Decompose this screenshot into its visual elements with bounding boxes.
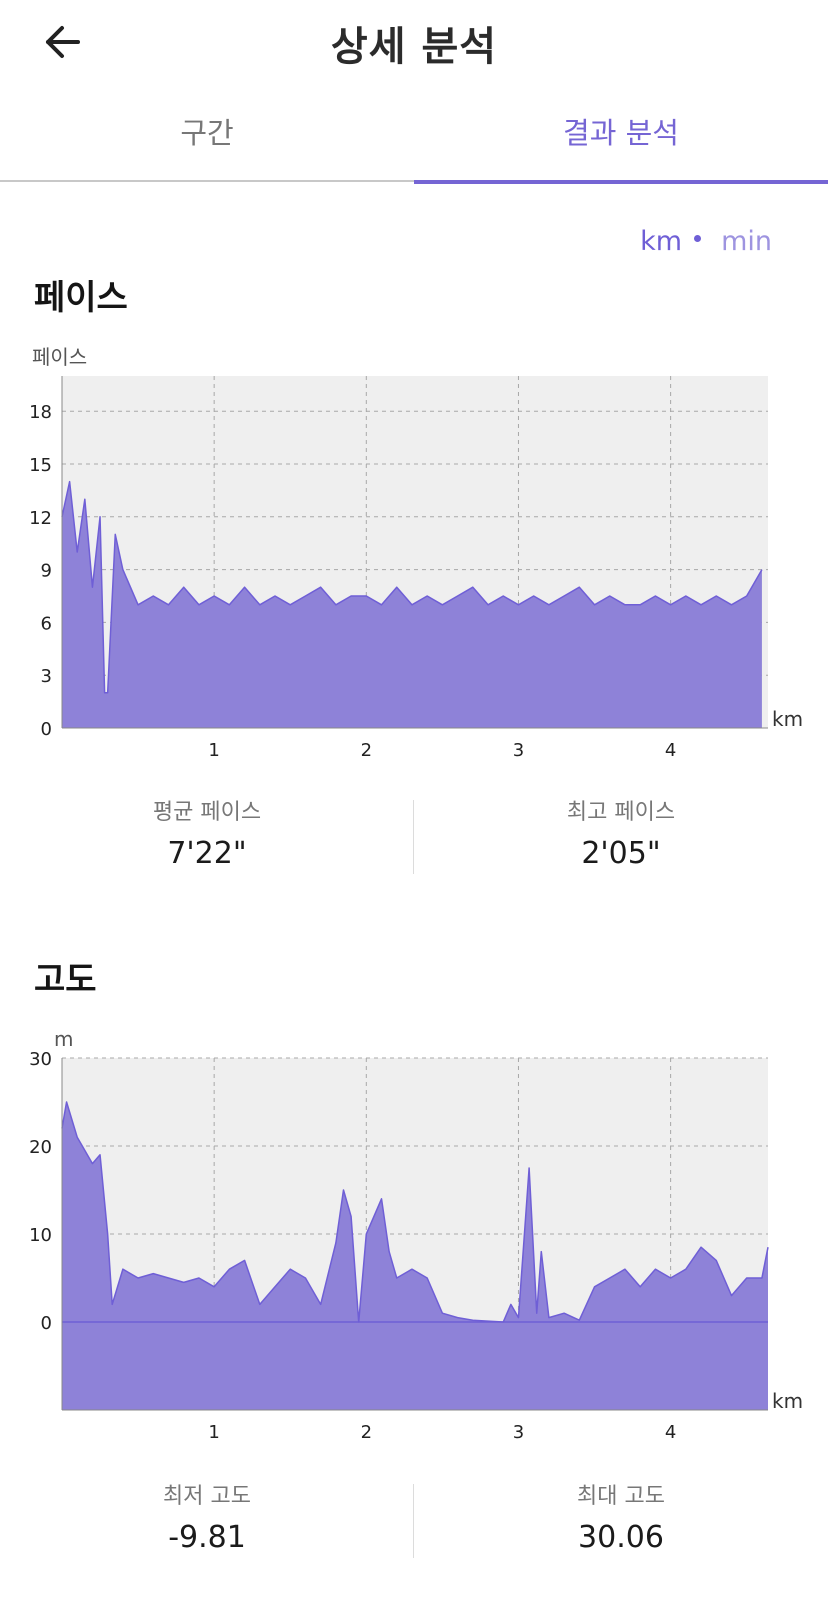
best-pace-value: 2'05" (581, 836, 661, 871)
pace-section-title: 페이스 (34, 278, 128, 318)
stat-divider (413, 800, 414, 874)
min-elevation-label: 최저 고도 (163, 1484, 251, 1509)
best-pace-label: 최고 페이스 (566, 800, 676, 825)
back-button[interactable] (38, 20, 88, 64)
avg-pace-stat: 평균 페이스 7'22" (0, 794, 414, 871)
y-axis-label: 페이스 (32, 345, 87, 369)
y-tick-label: 9 (41, 561, 52, 582)
elevation-stats: 최저 고도 -9.81 최대 고도 30.06 (0, 1478, 828, 1568)
avg-pace-label: 평균 페이스 (152, 800, 262, 825)
y-tick-label: 12 (29, 508, 52, 529)
x-tick-label: 1 (208, 740, 219, 761)
y-tick-label: 20 (29, 1137, 52, 1158)
max-elevation-label: 최대 고도 (577, 1484, 665, 1509)
tab-bar: 구간 결과 분석 (0, 96, 828, 184)
x-tick-label: 2 (361, 1422, 372, 1443)
y-tick-label: 18 (29, 402, 52, 423)
unit-toggle[interactable]: km min (640, 226, 772, 266)
stat-divider (413, 1484, 414, 1558)
y-tick-label: 6 (41, 613, 52, 634)
elevation-section-title: 고도 (34, 960, 97, 1000)
x-tick-label: 4 (665, 740, 676, 761)
tab-segments[interactable]: 구간 (0, 96, 414, 182)
y-tick-label: 0 (41, 1313, 52, 1334)
x-axis-label: km (772, 1389, 803, 1413)
x-tick-label: 2 (361, 740, 372, 761)
series-area (62, 1102, 768, 1410)
page-title: 상세 분석 (330, 24, 498, 70)
header: 상세 분석 (0, 0, 828, 90)
best-pace-stat: 최고 페이스 2'05" (414, 794, 828, 871)
max-elevation-value: 30.06 (578, 1520, 664, 1555)
x-tick-label: 3 (513, 1422, 524, 1443)
y-axis-label: m (54, 1027, 73, 1051)
avg-pace-value: 7'22" (167, 836, 247, 871)
series-line (61, 1101, 769, 1323)
y-tick-label: 30 (29, 1049, 52, 1070)
y-tick-label: 3 (41, 666, 52, 687)
min-elevation-value: -9.81 (168, 1520, 246, 1555)
x-tick-label: 3 (513, 740, 524, 761)
max-elevation-stat: 최대 고도 30.06 (414, 1478, 828, 1555)
unit-km-option[interactable]: km (640, 226, 683, 257)
x-tick-label: 1 (208, 1422, 219, 1443)
selected-dot-icon (694, 235, 702, 242)
x-tick-label: 4 (665, 1422, 676, 1443)
series-line (61, 480, 763, 694)
min-elevation-stat: 최저 고도 -9.81 (0, 1478, 414, 1555)
unit-min-option[interactable]: min (721, 226, 772, 257)
x-axis-label: km (772, 707, 803, 731)
y-tick-label: 15 (29, 455, 52, 476)
y-tick-label: 0 (41, 719, 52, 740)
tab-result-analysis[interactable]: 결과 분석 (414, 96, 828, 184)
elevation-chart: 0 10 20 30 1 2 3 4 km m (29, 1027, 803, 1443)
arrow-left-icon (46, 26, 80, 58)
pace-stats: 평균 페이스 7'22" 최고 페이스 2'05" (0, 794, 828, 884)
y-tick-label: 10 (29, 1225, 52, 1246)
